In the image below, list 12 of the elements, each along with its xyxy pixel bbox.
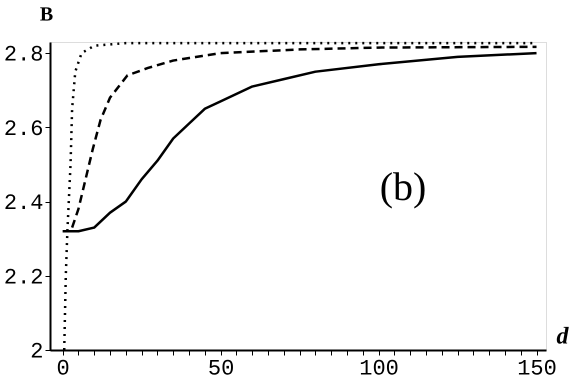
- x-tick-label: 100: [359, 356, 399, 381]
- y-tick-label: 2.8: [4, 42, 44, 68]
- x-tick-label: 50: [208, 356, 234, 381]
- x-tick-label: 0: [56, 356, 70, 381]
- y-axis-title: B: [40, 4, 54, 26]
- x-axis-title: d: [556, 324, 570, 350]
- y-tick-label: 2: [30, 340, 44, 364]
- y-tick-label: 2.4: [4, 191, 44, 216]
- y-tick-label: 2.2: [4, 265, 44, 290]
- y-tick-label: 2.6: [4, 116, 44, 142]
- annotation: (b): [380, 164, 426, 209]
- x-tick-label: 150: [517, 356, 557, 381]
